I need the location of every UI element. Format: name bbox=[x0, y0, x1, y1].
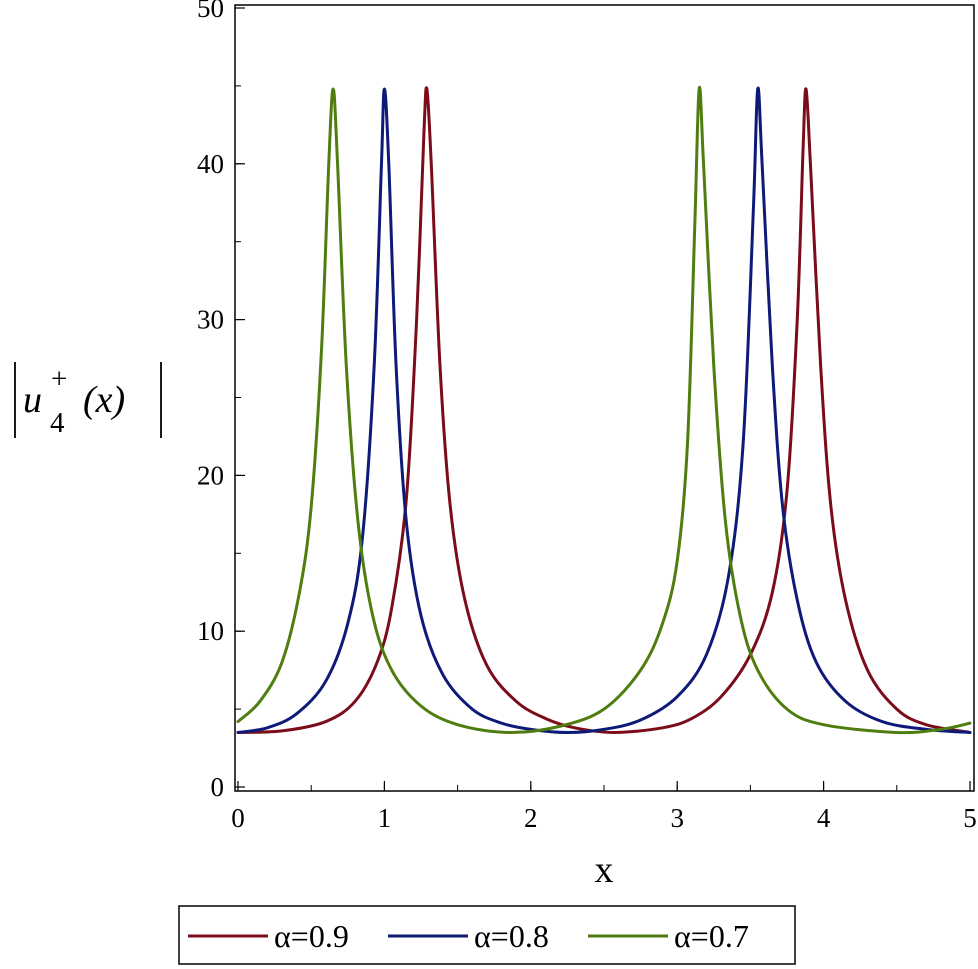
y-axis-ticks: 0 10 20 30 40 50 bbox=[197, 0, 245, 802]
minor-ticks bbox=[235, 7, 971, 791]
series-layer bbox=[236, 85, 972, 735]
y-tick-label: 50 bbox=[197, 0, 224, 23]
legend-label-1: α=0.9 bbox=[274, 918, 349, 954]
y-tick-label: 40 bbox=[197, 149, 224, 179]
y-label-base: u bbox=[23, 379, 42, 421]
y-axis-label: u + 4 (x) bbox=[14, 362, 162, 439]
y-label-superscript: + bbox=[51, 363, 67, 395]
legend: α=0.9 α=0.8 α=0.7 bbox=[188, 918, 749, 954]
x-tick-label: 4 bbox=[817, 803, 831, 833]
x-tick-label: 0 bbox=[231, 803, 245, 833]
legend-box bbox=[178, 905, 796, 965]
x-tick-label: 3 bbox=[670, 803, 684, 833]
y-label-argument: (x) bbox=[83, 379, 125, 421]
x-axis-label: x bbox=[595, 849, 614, 891]
x-tick-label: 1 bbox=[378, 803, 392, 833]
series-line-2 bbox=[236, 86, 972, 734]
plot-frame bbox=[234, 4, 975, 792]
y-tick-label: 20 bbox=[197, 460, 224, 490]
y-tick-label: 0 bbox=[211, 772, 225, 802]
x-tick-label: 5 bbox=[963, 803, 977, 833]
y-tick-label: 10 bbox=[197, 616, 224, 646]
legend-label-3: α=0.7 bbox=[674, 918, 749, 954]
y-label-subscript: 4 bbox=[50, 407, 65, 439]
x-tick-label: 2 bbox=[524, 803, 538, 833]
y-tick-label: 30 bbox=[197, 305, 224, 335]
series-line-3 bbox=[236, 85, 972, 735]
legend-label-2: α=0.8 bbox=[474, 918, 549, 954]
x-axis-ticks: 0 1 2 3 4 5 bbox=[231, 781, 977, 833]
